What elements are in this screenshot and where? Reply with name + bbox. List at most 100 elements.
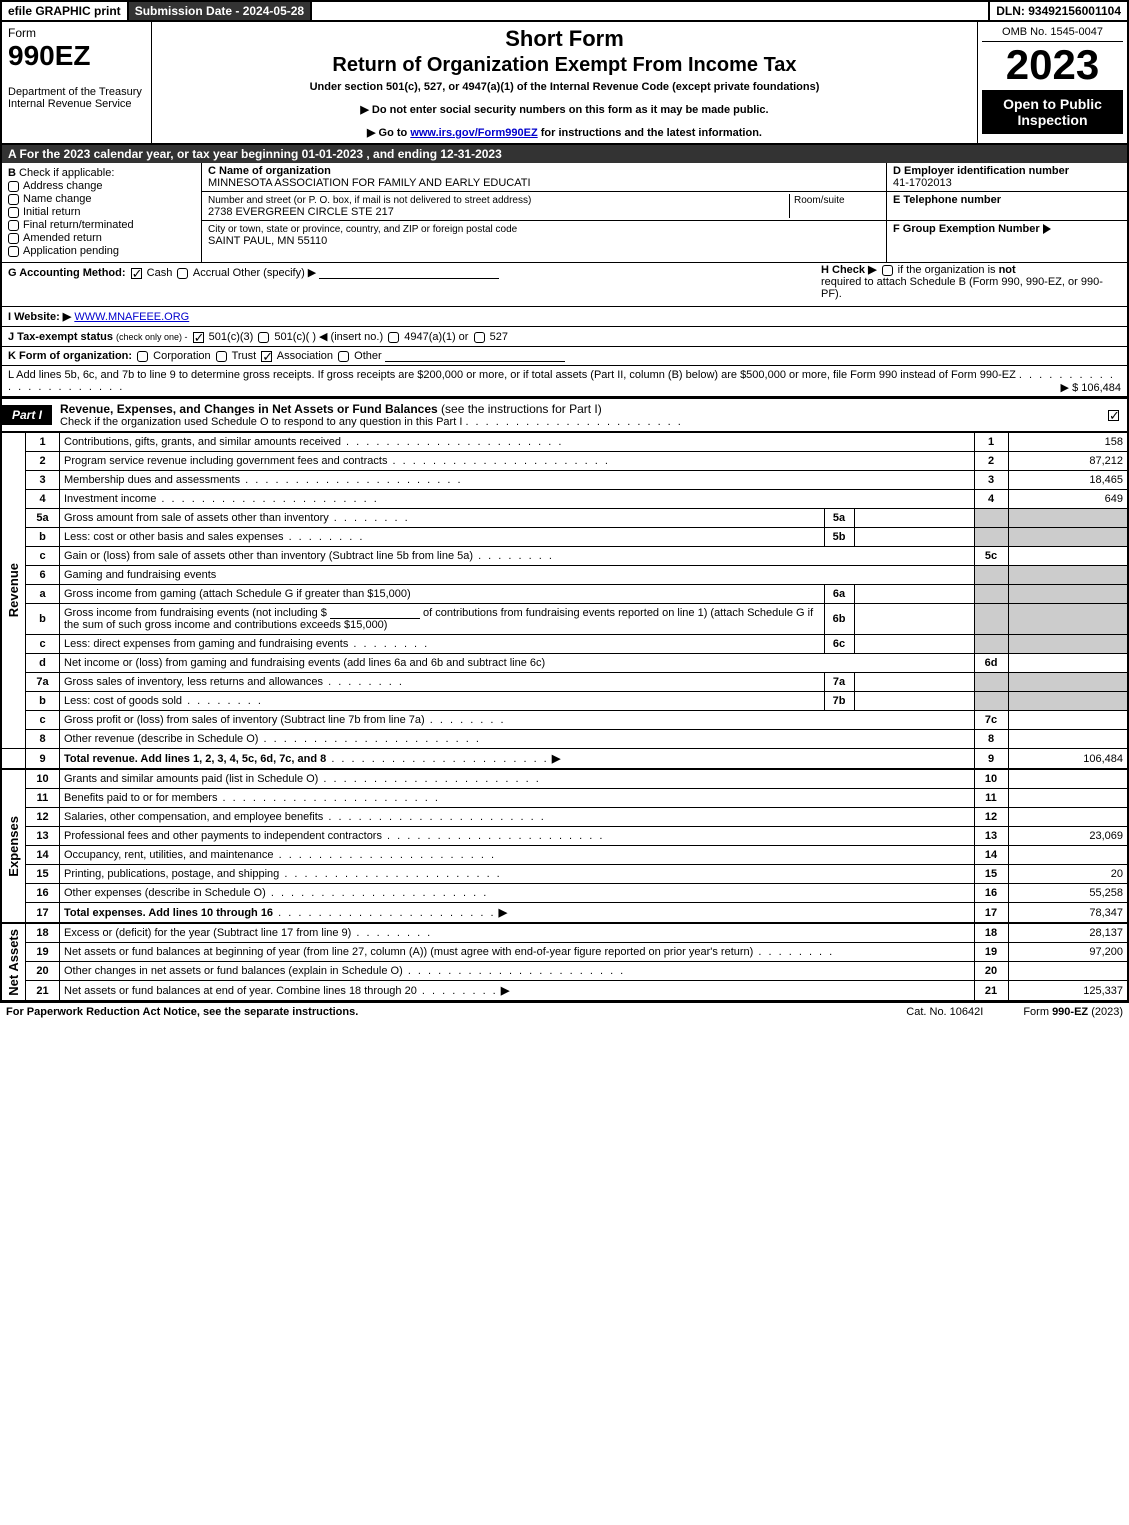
ein: 41-1702013 [893, 177, 952, 189]
checkbox-4947[interactable] [388, 332, 399, 343]
table-row: 20 Other changes in net assets or fund b… [1, 962, 1128, 981]
title-short-form: Short Form [160, 26, 969, 52]
line-h: H Check ▶ if the organization is not req… [821, 263, 1121, 300]
opt-application-pending: Application pending [23, 245, 119, 257]
subtitle: Under section 501(c), 527, or 4947(a)(1)… [160, 81, 969, 93]
omb-number: OMB No. 1545-0047 [982, 26, 1123, 42]
h-text1: H Check ▶ [821, 264, 877, 276]
opt-final-return: Final return/terminated [23, 219, 134, 231]
checkbox-accrual[interactable] [177, 268, 188, 279]
checkbox-amended-return[interactable] [8, 233, 19, 244]
org-city: SAINT PAUL, MN 55110 [208, 235, 327, 247]
part1-title: Revenue, Expenses, and Changes in Net As… [52, 399, 1106, 431]
table-row: b Gross income from fundraising events (… [1, 604, 1128, 635]
part1-title-text: Revenue, Expenses, and Changes in Net As… [60, 402, 438, 416]
table-row: 9 Total revenue. Add lines 1, 2, 3, 4, 5… [1, 749, 1128, 770]
d-label: D Employer identification number [893, 165, 1069, 177]
checkbox-501c3[interactable] [193, 332, 204, 343]
part1-note: (see the instructions for Part I) [441, 402, 602, 416]
checkbox-501c[interactable] [258, 332, 269, 343]
checkbox-application-pending[interactable] [8, 246, 19, 257]
header-center: Short Form Return of Organization Exempt… [152, 22, 977, 143]
part1-tab: Part I [2, 405, 52, 425]
form-word: Form [8, 26, 145, 40]
title-return: Return of Organization Exempt From Incom… [160, 54, 969, 77]
table-row: Net Assets 18 Excess or (deficit) for th… [1, 923, 1128, 943]
block-bcdef: B Check if applicable: Address change Na… [0, 163, 1129, 263]
irs-link[interactable]: www.irs.gov/Form990EZ [410, 127, 537, 139]
table-row: Revenue 1 Contributions, gifts, grants, … [1, 433, 1128, 452]
opt-amended-return: Amended return [23, 232, 102, 244]
checkbox-association[interactable] [261, 351, 272, 362]
f-label: F Group Exemption Number [893, 223, 1040, 235]
other-org-fill [385, 350, 565, 362]
h-text2: if the organization is [898, 264, 999, 276]
department: Department of the Treasury Internal Reve… [8, 86, 145, 110]
table-row: 19 Net assets or fund balances at beginn… [1, 943, 1128, 962]
c-room-label: Room/suite [794, 195, 845, 206]
table-row: b Less: cost or other basis and sales ex… [1, 528, 1128, 547]
checkbox-corporation[interactable] [137, 351, 148, 362]
line-k: K Form of organization: Corporation Trus… [0, 347, 1129, 366]
checkbox-final-return[interactable] [8, 220, 19, 231]
table-row: d Net income or (loss) from gaming and f… [1, 654, 1128, 673]
checkbox-name-change[interactable] [8, 194, 19, 205]
checkbox-initial-return[interactable] [8, 207, 19, 218]
checkbox-527[interactable] [474, 332, 485, 343]
c-name-label: C Name of organization [208, 165, 331, 177]
opt-association: Association [277, 350, 333, 362]
line-i: I Website: ▶ WWW.MNAFEEE.ORG [0, 307, 1129, 327]
submission-date: Submission Date - 2024-05-28 [129, 2, 312, 20]
h-not: not [999, 264, 1016, 276]
c-city-label: City or town, state or province, country… [208, 224, 517, 235]
table-row: 17 Total expenses. Add lines 10 through … [1, 903, 1128, 924]
checkbox-h[interactable] [882, 265, 893, 276]
instruction-goto: ▶ Go to www.irs.gov/Form990EZ for instru… [160, 126, 969, 139]
line-j: J Tax-exempt status (check only one) - 5… [0, 327, 1129, 347]
table-row: b Less: cost of goods sold 7b [1, 692, 1128, 711]
checkbox-other-org[interactable] [338, 351, 349, 362]
opt-4947: 4947(a)(1) or [404, 331, 468, 343]
line-a: A For the 2023 calendar year, or tax yea… [0, 145, 1129, 163]
table-row: 12 Salaries, other compensation, and emp… [1, 808, 1128, 827]
table-row: 5a Gross amount from sale of assets othe… [1, 509, 1128, 528]
opt-501c: 501(c)( ) ◀ (insert no.) [274, 331, 383, 343]
box-def: D Employer identification number 41-1702… [887, 163, 1127, 262]
checkbox-trust[interactable] [216, 351, 227, 362]
table-row: 4 Investment income 4 649 [1, 490, 1128, 509]
opt-initial-return: Initial return [23, 206, 80, 218]
opt-address-change: Address change [23, 180, 103, 192]
checkbox-address-change[interactable] [8, 181, 19, 192]
efile-label: efile GRAPHIC print [2, 2, 129, 20]
checkbox-cash[interactable] [131, 268, 142, 279]
arrow-icon: ▶ [552, 753, 560, 765]
box-c: C Name of organization MINNESOTA ASSOCIA… [202, 163, 887, 262]
footer-left: For Paperwork Reduction Act Notice, see … [6, 1006, 358, 1018]
j-label: J Tax-exempt status [8, 331, 113, 343]
table-row: 21 Net assets or fund balances at end of… [1, 981, 1128, 1002]
box-b-letter: B [8, 167, 16, 179]
table-row: 7a Gross sales of inventory, less return… [1, 673, 1128, 692]
opt-other-org: Other [354, 350, 382, 362]
row-num: 1 [26, 433, 60, 452]
form-number: 990EZ [8, 40, 145, 72]
row-amt: 158 [1008, 433, 1128, 452]
box-b: B Check if applicable: Address change Na… [2, 163, 202, 262]
e-label: E Telephone number [893, 194, 1001, 206]
opt-name-change: Name change [23, 193, 92, 205]
row-desc: Contributions, gifts, grants, and simila… [64, 436, 563, 448]
open-to-public-badge: Open to Public Inspection [982, 90, 1123, 134]
arrow-icon [1043, 224, 1051, 234]
checkbox-schedule-o[interactable] [1108, 410, 1119, 421]
part1-check [1106, 408, 1127, 422]
dln: DLN: 93492156001104 [988, 2, 1127, 20]
h-text3: required to attach Schedule B (Form 990,… [821, 276, 1103, 300]
table-row: 6 Gaming and fundraising events [1, 566, 1128, 585]
instruction-ssn: ▶ Do not enter social security numbers o… [160, 103, 969, 116]
line-l: L Add lines 5b, 6c, and 7b to line 9 to … [0, 366, 1129, 398]
website-link[interactable]: WWW.MNAFEEE.ORG [74, 311, 189, 323]
table-row: 3 Membership dues and assessments 3 18,4… [1, 471, 1128, 490]
part1-sub: Check if the organization used Schedule … [60, 416, 1098, 428]
opt-501c3: 501(c)(3) [209, 331, 254, 343]
side-label-netassets: Net Assets [6, 929, 21, 996]
